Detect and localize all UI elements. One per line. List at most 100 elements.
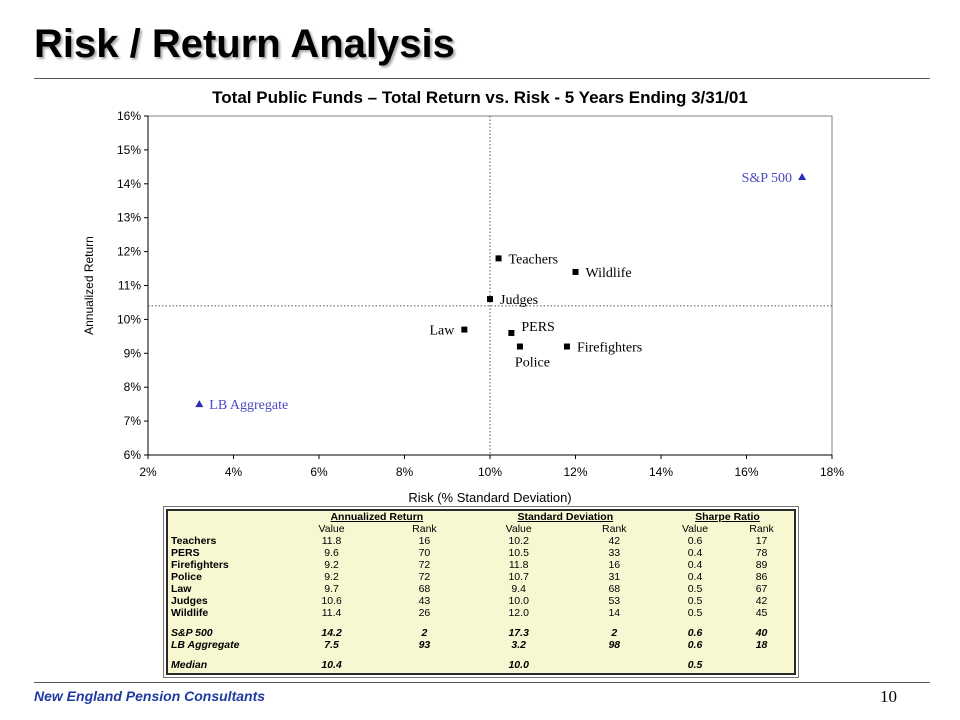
table-group-header: Annualized Return Standard Deviation Sharp… [168, 511, 794, 523]
table-cell: 72 [418, 571, 431, 583]
y-tick-label: 7% [124, 414, 142, 428]
table-column-header: Value [318, 523, 345, 535]
table-cell: 16 [418, 535, 431, 547]
table-row: Law 9.7 68 9.4 68 0.5 67 [168, 583, 794, 595]
table-cell: 86 [755, 571, 768, 583]
table-cell [379, 659, 470, 671]
table-cell: 33 [608, 547, 621, 559]
table-row: PERS 9.6 70 10.5 33 0.4 78 [168, 547, 794, 559]
x-tick-label: 6% [310, 465, 328, 479]
table-column-header: Rank [412, 523, 437, 535]
y-tick-label: 15% [117, 143, 141, 157]
table-cell: 0.4 [687, 571, 703, 583]
y-tick-label: 16% [117, 109, 141, 123]
table-row-label: PERS [171, 547, 200, 559]
table-cell: 10.0 [508, 659, 529, 671]
table-cell: 31 [608, 571, 621, 583]
y-tick-label: 12% [117, 245, 141, 259]
table-row-label: Teachers [171, 535, 217, 547]
table-cell: 9.7 [324, 583, 339, 595]
table-cell: 10.2 [508, 535, 529, 547]
table-cell [568, 659, 661, 671]
y-tick-label: 6% [124, 448, 142, 462]
point-marker-teachers [495, 255, 502, 262]
table-spacer-cell [168, 651, 794, 659]
table-cell: 43 [418, 595, 431, 607]
table-cell: 68 [418, 583, 431, 595]
point-label-s-p-500: S&P 500 [742, 171, 792, 186]
table-row: Teachers 11.8 16 10.2 42 0.6 17 [168, 535, 794, 547]
table-cell: 10.4 [321, 659, 342, 671]
table-cell: 11.8 [508, 559, 529, 571]
table-cell: 10.5 [508, 547, 529, 559]
point-marker-wildlife [572, 268, 579, 275]
table-cell: 11.8 [321, 535, 342, 547]
point-label-police: Police [515, 356, 550, 371]
data-points: Teachers PERS Firefighters Police Law Judges W… [195, 171, 807, 413]
x-tick-label: 16% [734, 465, 758, 479]
table-cell: 9.6 [324, 547, 339, 559]
table-cell: 9.2 [324, 571, 339, 583]
table-group-title: Annualized Return [330, 511, 424, 523]
point-marker-police [516, 343, 523, 350]
table-row: Wildlife 11.4 26 12.0 14 0.5 45 [168, 607, 794, 619]
table-cell: 12.0 [508, 607, 529, 619]
table-cell: 0.4 [687, 559, 703, 571]
table-row: Firefighters 9.2 72 11.8 16 0.4 89 [168, 559, 794, 571]
table-row: Police 9.2 72 10.7 31 0.4 86 [168, 571, 794, 583]
x-tick-label: 14% [649, 465, 673, 479]
x-tick-label: 18% [820, 465, 844, 479]
table-cell: 26 [418, 607, 431, 619]
point-marker-judges [487, 296, 493, 303]
chart-title: Total Public Funds – Total Return vs. Ri… [212, 88, 748, 107]
table-cell: 0.4 [687, 547, 703, 559]
table-cell: 9.4 [511, 583, 526, 595]
point-label-pers: PERS [521, 320, 554, 335]
table-row-label: Wildlife [171, 607, 209, 619]
table-cell: 68 [608, 583, 621, 595]
table-corner [168, 511, 284, 523]
point-label-law: Law [429, 324, 455, 339]
table-subheader: Value Rank Value Rank Value Rank [168, 523, 794, 535]
table-cell: 89 [755, 559, 768, 571]
table-row-label: Police [171, 571, 202, 583]
x-axis-ticks: 2% 4% 6% 8% 10% 12% 14% 16% 18% [139, 455, 844, 479]
y-tick-label: 14% [117, 177, 141, 191]
table-cell: 98 [608, 639, 621, 651]
table-cell: 14.2 [321, 627, 342, 639]
performance-summary-table: Annualized Return Standard Deviation Sharp… [163, 506, 799, 678]
table-cell: 11.4 [321, 607, 342, 619]
table-spacer [168, 651, 794, 659]
point-marker-law [461, 326, 468, 333]
table-cell: 17 [755, 535, 768, 547]
table-cell: 53 [608, 595, 621, 607]
y-tick-label: 11% [118, 279, 141, 293]
table-spacer-cell [168, 619, 794, 627]
table-row-label: LB Aggregate [171, 639, 240, 651]
table-row: S&P 500 14.2 2 17.3 2 0.6 40 [168, 627, 794, 639]
point-marker-s-p-500 [798, 173, 807, 181]
x-tick-label: 8% [396, 465, 414, 479]
table-cell: 10.7 [508, 571, 529, 583]
x-axis-label: Risk (% Standard Deviation) [408, 490, 571, 505]
table-row: LB Aggregate 7.5 93 3.2 98 0.6 18 [168, 639, 794, 651]
y-axis-ticks: 6% 7% 8% 9% 10% 11% 12% 13% 14% 15% 16% [117, 109, 148, 462]
table-cell: 18 [755, 639, 768, 651]
table-cell: 3.2 [511, 639, 526, 651]
table-cell: 16 [608, 559, 621, 571]
table-row: Median 10.4 10.0 0.5 [168, 659, 794, 671]
point-label-judges: Judges [500, 293, 538, 308]
table-corner [168, 523, 284, 535]
risk-return-scatter-chart: 6% 7% 8% 9% 10% 11% 12% 13% 14% 15% 16% 2% 4% 6% 8% 10… [82, 109, 844, 505]
table-cell: 10.0 [508, 595, 529, 607]
x-tick-label: 4% [225, 465, 243, 479]
table-column-header: Rank [749, 523, 774, 535]
table-cell: 40 [755, 627, 768, 639]
y-axis-label: Annualized Return [82, 236, 96, 335]
table-cell: 70 [418, 547, 431, 559]
y-tick-label: 13% [117, 211, 141, 225]
median-reference-lines [148, 116, 832, 455]
table-cell: 0.5 [687, 595, 703, 607]
table-column-header: Rank [602, 523, 627, 535]
table-column-header: Value [505, 523, 532, 535]
